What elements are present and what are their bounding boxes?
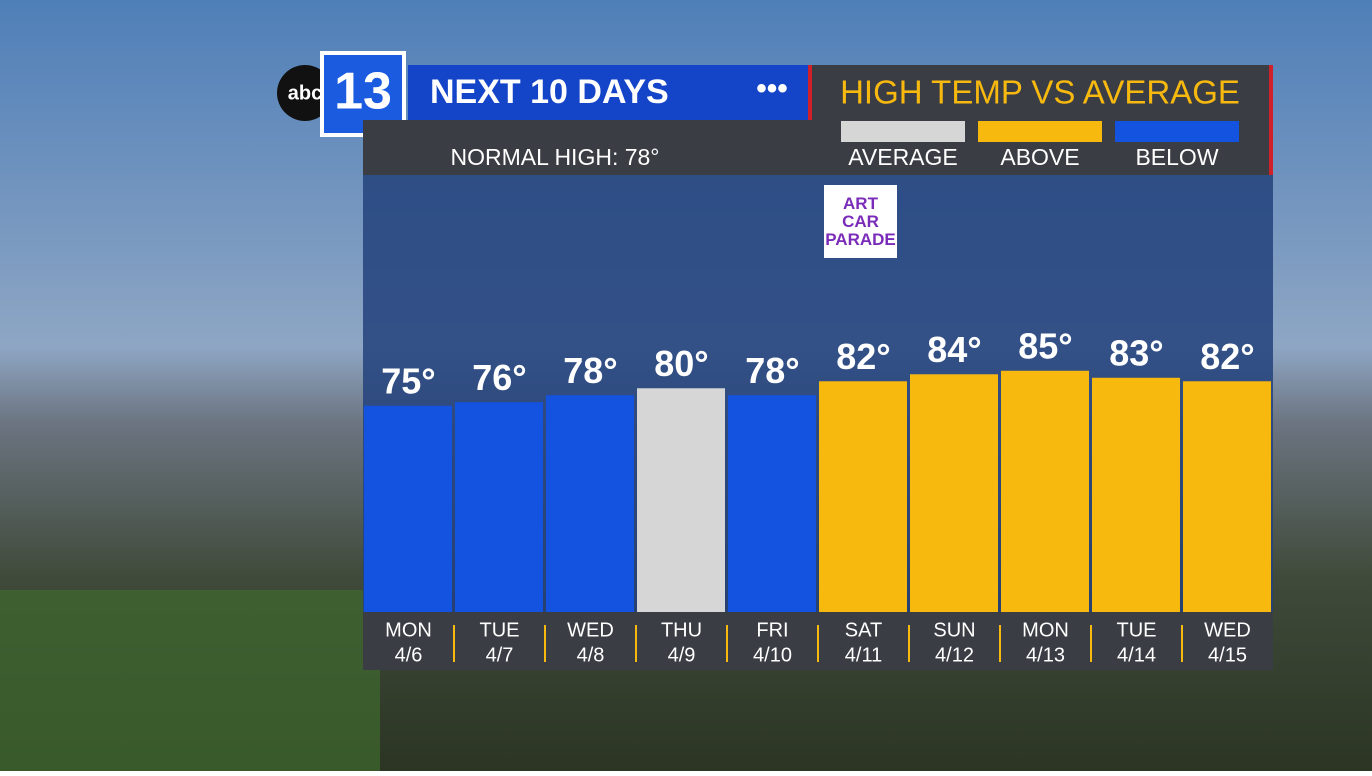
x-tick-label: MON <box>1022 619 1069 641</box>
value-label: 76° <box>472 357 526 398</box>
value-label: 75° <box>381 360 435 401</box>
legend-swatch <box>841 121 965 142</box>
x-tick-label: THU <box>661 619 702 641</box>
bar <box>910 374 998 612</box>
annotation-box <box>824 185 897 258</box>
annotation-wrap: ART CAR PARADE <box>825 193 896 249</box>
red-edge <box>1269 65 1273 175</box>
bar <box>455 402 543 612</box>
x-tick-date: 4/11 <box>845 644 882 666</box>
x-tick-label: WED <box>567 619 614 641</box>
x-tick-date: 4/12 <box>935 644 974 666</box>
x-tick-date: 4/13 <box>1026 644 1065 666</box>
x-tick-label: WED <box>1204 619 1251 641</box>
logo-channel: 13 <box>334 63 392 121</box>
x-tick-label: SUN <box>933 619 975 641</box>
value-label: 83° <box>1109 332 1163 373</box>
bar <box>728 395 816 612</box>
x-tick-date: 4/10 <box>753 644 792 666</box>
x-tick-date: 4/14 <box>1117 644 1156 666</box>
legend-label: ABOVE <box>1000 144 1079 170</box>
bar <box>546 395 634 612</box>
annotation: ART CAR PARADE <box>825 193 896 249</box>
x-tick-date: 4/15 <box>1208 644 1247 666</box>
title-bar <box>408 65 808 120</box>
logo-circle <box>277 65 333 121</box>
x-tick-label: FRI <box>756 619 788 641</box>
dots: ••• <box>756 72 788 105</box>
value-label: 82° <box>1200 336 1254 377</box>
subtitle-box <box>810 65 1273 120</box>
value-label: 84° <box>927 329 981 370</box>
x-tick-label: TUE <box>1117 619 1157 641</box>
x-tick-date: 4/9 <box>668 644 696 666</box>
chart-subtitle: HIGH TEMP VS AVERAGE <box>840 74 1240 111</box>
bar <box>637 388 725 612</box>
value-label: 80° <box>654 343 708 384</box>
value-label: 78° <box>563 350 617 391</box>
x-tick-label: SAT <box>845 619 882 641</box>
bar <box>1183 381 1271 612</box>
bar <box>364 405 452 612</box>
legend-swatch <box>1115 121 1239 142</box>
logo-network: abc <box>288 82 322 104</box>
grass <box>0 590 380 771</box>
legend-swatch <box>978 121 1102 142</box>
bar <box>1092 377 1180 612</box>
value-label: 85° <box>1018 325 1072 366</box>
x-tick-label: TUE <box>480 619 520 641</box>
normal-high: NORMAL HIGH: 78° <box>451 144 660 170</box>
bar <box>1001 370 1089 612</box>
value-label: 78° <box>745 350 799 391</box>
red-edge <box>808 65 812 120</box>
bar <box>819 381 907 612</box>
x-tick-date: 4/7 <box>486 644 514 666</box>
legend-label: AVERAGE <box>848 144 958 170</box>
value-label: 82° <box>836 336 890 377</box>
chart-title: NEXT 10 DAYS <box>430 73 669 111</box>
x-tick-date: 4/8 <box>577 644 605 666</box>
x-tick-date: 4/6 <box>395 644 423 666</box>
x-tick-label: MON <box>385 619 432 641</box>
legend-label: BELOW <box>1135 144 1218 170</box>
